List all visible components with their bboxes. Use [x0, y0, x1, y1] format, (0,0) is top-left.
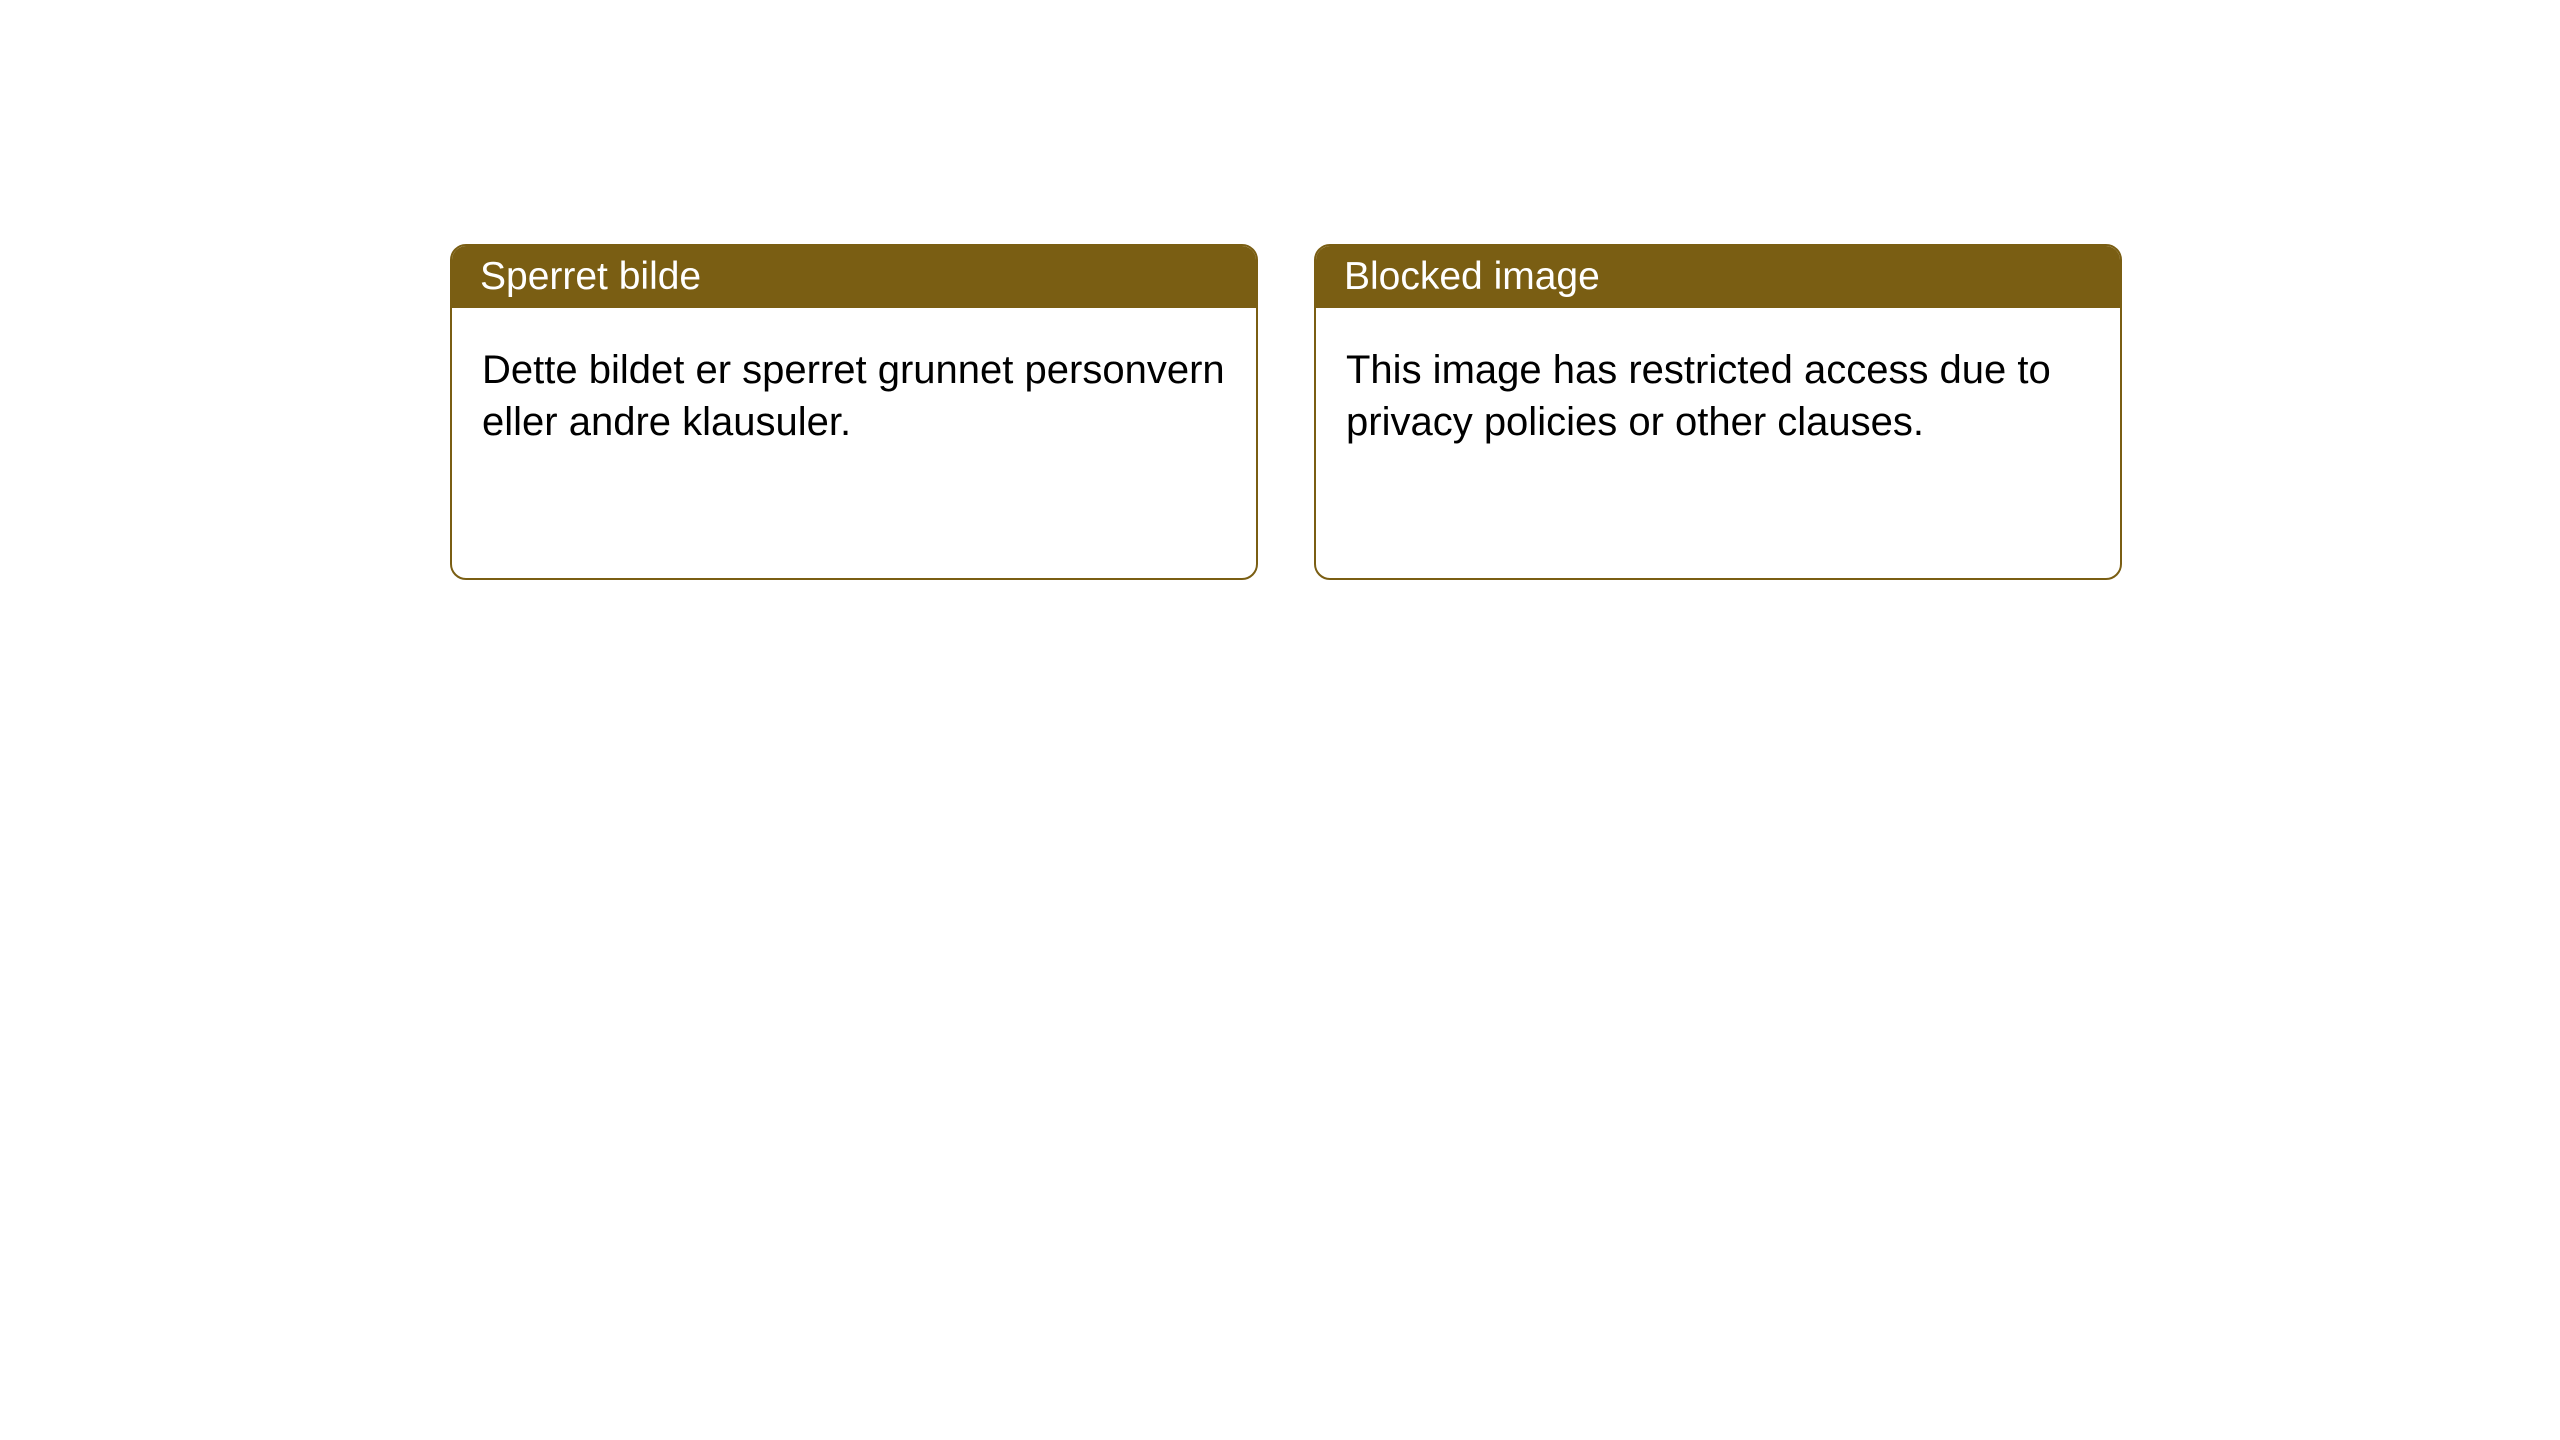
notice-body: This image has restricted access due to … [1316, 308, 2120, 484]
notice-header: Blocked image [1316, 246, 2120, 308]
notice-container: Sperret bilde Dette bildet er sperret gr… [0, 0, 2560, 580]
notice-body: Dette bildet er sperret grunnet personve… [452, 308, 1256, 484]
notice-header: Sperret bilde [452, 246, 1256, 308]
notice-box-english: Blocked image This image has restricted … [1314, 244, 2122, 580]
notice-box-norwegian: Sperret bilde Dette bildet er sperret gr… [450, 244, 1258, 580]
